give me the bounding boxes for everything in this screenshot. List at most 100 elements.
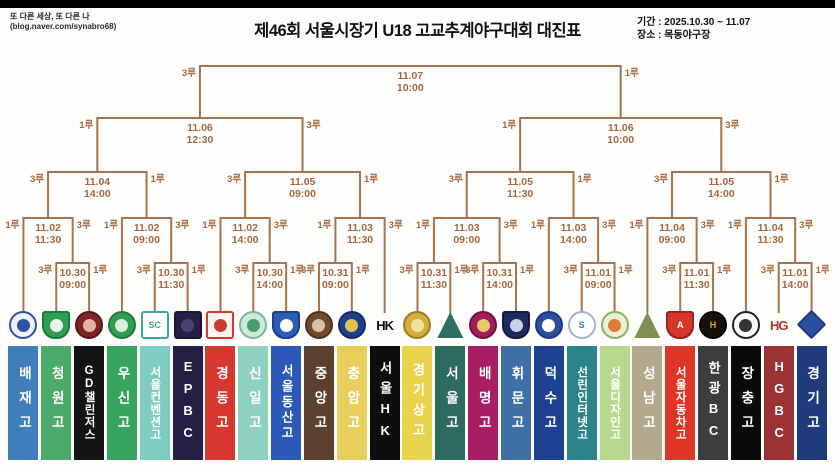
- team-logo-slot: [304, 311, 333, 346]
- base-label-right: 1루: [93, 265, 107, 276]
- team-column-12: HK 서울HK: [368, 311, 401, 463]
- team-logo-slot: [337, 311, 366, 346]
- team-row: 배재고 청원고 GD챌린저스 우신고 SC 서울컨벤션고 EPBC 경동고 신일고 서울동산고 중앙…: [7, 309, 828, 463]
- 선린인터넷고-logo-icon: S: [567, 311, 596, 339]
- base-label-left: 1루: [317, 220, 331, 231]
- team-name-label: 성남고: [640, 366, 656, 440]
- base-label-left: 3루: [235, 265, 249, 276]
- game-date: 11.03: [347, 222, 373, 234]
- team-logo-slot: [633, 311, 661, 346]
- 휘문고-logo-icon: [502, 311, 531, 339]
- blog-credit: 또 다른 세상, 또 다른 나 (blog.naver.com/synabro6…: [10, 12, 116, 32]
- 신일고-logo-icon: [239, 311, 268, 339]
- game-time: 09:00: [659, 234, 686, 246]
- base-label-left: 3루: [662, 265, 676, 276]
- team-name-label: 서울동산고: [279, 364, 294, 442]
- base-label-left: 1루: [531, 220, 545, 231]
- 청원고-logo-icon: [42, 311, 71, 339]
- game-date: 11.01: [782, 267, 808, 279]
- letterbox-bar: [0, 0, 835, 8]
- team-name-label: 충암고: [344, 366, 360, 440]
- team-name-box: 휘문고: [501, 346, 532, 460]
- 우신고-logo-icon: [107, 311, 136, 339]
- 서울동산고-logo-icon: [272, 311, 301, 339]
- team-column-1: 배재고: [7, 311, 40, 463]
- base-label-right: 1루: [717, 265, 731, 276]
- team-name-box: HGBC: [763, 346, 794, 460]
- team-name-label: 선린인터넷고: [575, 365, 588, 441]
- team-column-11: 충암고: [335, 311, 368, 463]
- team-name-box: 배명고: [468, 346, 499, 460]
- game-date: 11.05: [507, 176, 533, 188]
- page-title: 제46회 서울시장기 U18 고교추계야구대회 대진표: [254, 22, 581, 40]
- team-logo-slot: [206, 311, 235, 346]
- team-name-box: 우신고: [106, 346, 137, 460]
- base-label-right: 1루: [364, 174, 378, 185]
- base-label-right: 3루: [725, 120, 739, 131]
- base-label-right: 3루: [504, 220, 518, 231]
- team-column-8: 신일고: [237, 311, 270, 463]
- game-date: 11.06: [608, 122, 634, 134]
- base-label-right: 3루: [77, 220, 91, 231]
- team-column-17: 덕수고: [532, 311, 565, 463]
- team-column-14: 서울고: [434, 311, 467, 463]
- game-date: 11.01: [684, 267, 710, 279]
- team-logo-slot: HK: [371, 311, 399, 346]
- game-time: 11:30: [158, 279, 184, 291]
- game-time: 09:00: [585, 279, 612, 291]
- team-name-label: 서울디자인고: [608, 365, 621, 441]
- game-date: 10.30: [158, 267, 184, 279]
- team-column-16: 휘문고: [500, 311, 533, 463]
- base-label-right: 1루: [619, 265, 633, 276]
- team-name-label: 배명고: [476, 366, 492, 440]
- game-date: 10.31: [421, 267, 447, 279]
- base-label-left: 3루: [465, 265, 479, 276]
- event-venue: 장소 : 목동야구장: [637, 30, 711, 41]
- team-name-box: 선린인터넷고: [566, 346, 597, 460]
- base-label-left: 3루: [399, 265, 413, 276]
- 한광BC-logo-icon: H: [699, 311, 728, 339]
- 배명고-logo-icon: [469, 311, 498, 339]
- team-logo-slot: A: [666, 311, 695, 346]
- base-label-right: 1루: [625, 68, 639, 79]
- game-time: 12:30: [187, 134, 214, 146]
- HGBC-logo-icon: HG: [769, 317, 789, 333]
- base-label-left: 1루: [502, 120, 516, 131]
- team-logo-slot: SC: [140, 311, 169, 346]
- game-time: 14:00: [256, 279, 283, 291]
- game-time: 10:00: [397, 82, 424, 94]
- base-label-left: 3루: [654, 174, 668, 185]
- team-name-box: 서울컨벤션고: [139, 346, 170, 460]
- team-logo-slot: [731, 311, 760, 346]
- team-column-20: 성남고: [631, 311, 664, 463]
- base-label-right: 1루: [151, 174, 165, 185]
- base-label-right: 1루: [577, 174, 591, 185]
- game-date: 11.02: [134, 222, 160, 234]
- team-name-label: GD챌린저스: [83, 365, 96, 441]
- 충암고-logo-icon: [337, 311, 366, 339]
- game-date: 11.05: [290, 176, 316, 188]
- 서울자동차고-logo-icon: A: [666, 311, 695, 339]
- game-time: 14:00: [560, 234, 587, 246]
- team-column-10: 중앙고: [303, 311, 336, 463]
- team-name-box: 덕수고: [533, 346, 564, 460]
- game-time: 09:00: [59, 279, 86, 291]
- team-name-label: 한광BC: [706, 361, 722, 445]
- base-label-left: 3루: [38, 265, 52, 276]
- base-label-left: 3루: [30, 174, 44, 185]
- team-logo-slot: [469, 311, 498, 346]
- team-logo-slot: [42, 311, 71, 346]
- 서울컨벤션고-logo-icon: SC: [140, 311, 169, 339]
- game-time: 09:00: [322, 279, 349, 291]
- team-name-label: 경동고: [213, 366, 229, 440]
- game-time: 11:30: [347, 234, 373, 246]
